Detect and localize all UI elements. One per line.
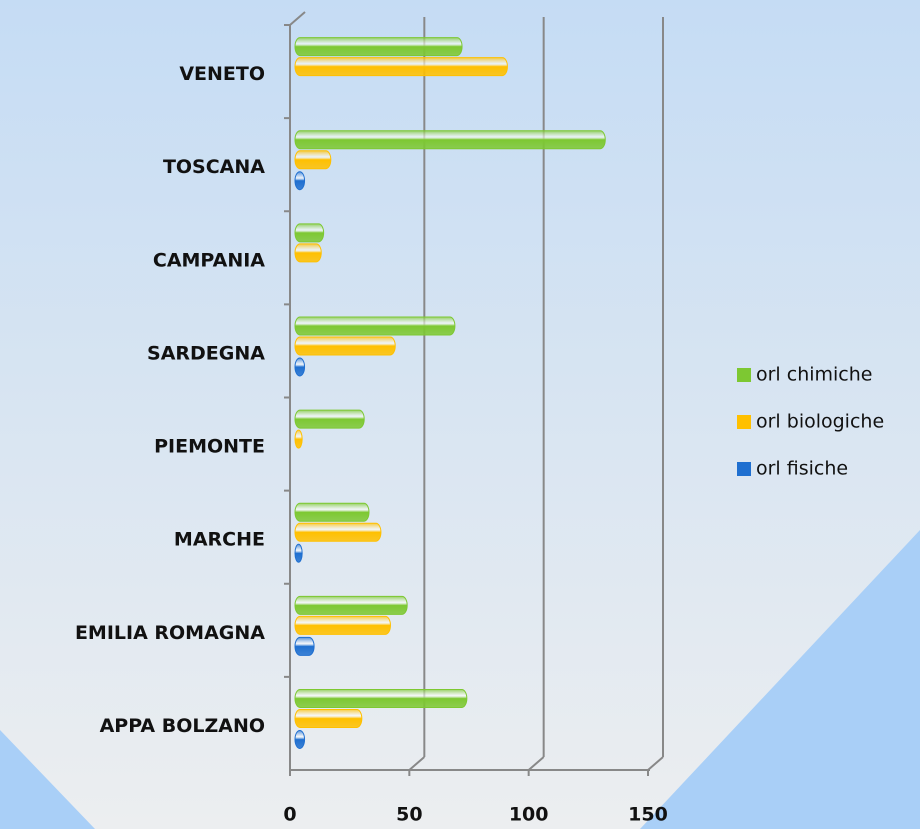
bar — [294, 429, 303, 449]
x-tick-label: 0 — [283, 804, 296, 826]
category-label: SARDEGNA — [147, 342, 265, 364]
bar — [294, 316, 456, 336]
grid-line — [528, 756, 545, 771]
x-tick-label: 100 — [509, 804, 549, 826]
bar — [294, 688, 468, 708]
category-label: CAMPANIA — [153, 249, 265, 271]
bar — [294, 708, 363, 728]
corner-shape — [0, 730, 95, 829]
category-label: APPA BOLZANO — [100, 715, 265, 737]
category-label: PIEMONTE — [154, 436, 265, 458]
legend-label: orl chimiche — [756, 364, 873, 386]
legend-swatch — [737, 462, 751, 476]
bar — [294, 336, 396, 356]
grid-line — [647, 756, 664, 771]
legend-swatch — [737, 368, 751, 382]
corner-shape — [640, 530, 920, 829]
bar — [294, 636, 315, 656]
bar — [294, 223, 325, 243]
legend-swatch — [737, 415, 751, 429]
bar — [294, 409, 365, 429]
bar — [294, 615, 391, 635]
bar — [294, 729, 306, 749]
x-tick-label: 50 — [396, 804, 422, 826]
category-label: TOSCANA — [163, 156, 265, 178]
bar — [294, 171, 306, 191]
bar — [294, 595, 408, 615]
legend-label: orl biologiche — [756, 411, 884, 433]
bar — [294, 57, 508, 77]
x-tick-label: 150 — [628, 804, 668, 826]
category-label: EMILIA ROMAGNA — [75, 622, 265, 644]
axis-line — [289, 11, 306, 26]
category-label: MARCHE — [174, 529, 265, 551]
bar — [294, 502, 370, 522]
bar — [294, 243, 322, 263]
bar — [294, 357, 306, 377]
grid-line — [408, 756, 425, 771]
bar — [294, 543, 303, 563]
bar — [294, 37, 463, 57]
bar — [294, 130, 606, 150]
bar — [294, 522, 382, 542]
legend-label: orl fisiche — [756, 458, 848, 480]
category-label: VENETO — [179, 63, 265, 85]
bar — [294, 150, 332, 170]
